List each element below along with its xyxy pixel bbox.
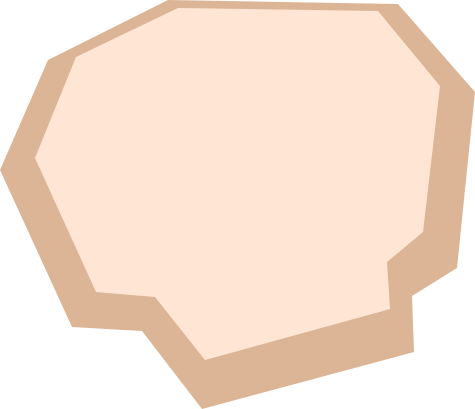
shape-face [35,8,440,360]
